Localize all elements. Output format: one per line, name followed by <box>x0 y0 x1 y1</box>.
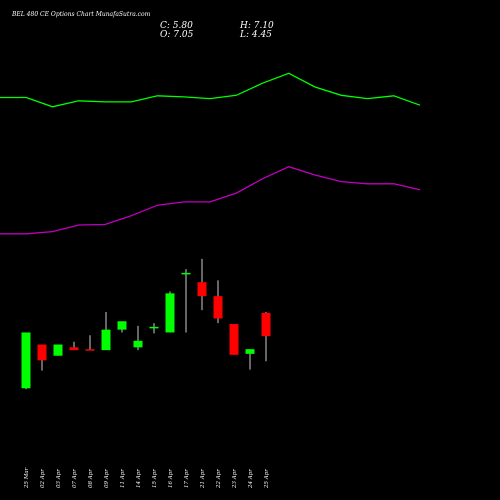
x-tick-label: 22 Apr <box>216 469 222 489</box>
x-tick-label: 08 Apr <box>88 469 94 488</box>
candle-body <box>117 321 127 330</box>
close-label: C: 5.80 <box>160 21 193 31</box>
candle-body <box>37 344 47 361</box>
candle-body <box>245 349 255 354</box>
candle-body <box>101 329 111 351</box>
x-tick-label: 07 Apr <box>72 469 78 488</box>
candle-body <box>69 347 79 351</box>
x-tick-label: 17 Apr <box>184 469 190 488</box>
x-tick-label: 24 Apr <box>248 469 254 489</box>
x-tick-label: 02 Apr <box>40 469 46 488</box>
x-tick-label: 23 Apr <box>232 469 238 489</box>
high-label: H: 7.10 <box>239 21 274 31</box>
x-tick-label: 21 Apr <box>200 469 206 489</box>
candle-body <box>229 324 239 355</box>
x-tick-label: 09 Apr <box>104 469 110 488</box>
candle-body <box>133 340 143 348</box>
lower-band-line <box>0 166 421 235</box>
candle-body <box>165 293 175 333</box>
x-tick-label: 16 Apr <box>168 469 174 488</box>
x-tick-label: 25 Mar <box>24 467 30 489</box>
x-tick-label: 14 Apr <box>136 469 142 488</box>
x-tick-label: 15 Apr <box>152 469 158 488</box>
candle-body <box>197 282 207 297</box>
x-tick-label: 03 Apr <box>56 469 62 488</box>
open-label: O: 7.05 <box>160 30 194 40</box>
x-axis-ticks: 25 Mar 02 Apr 03 Apr 07 Apr 08 Apr 09 Apr 11 A… <box>24 467 270 489</box>
candle-body <box>261 312 271 337</box>
low-label: L: 4.45 <box>239 30 272 40</box>
x-tick-label: 25 Apr <box>264 469 270 489</box>
candle-body <box>53 344 63 356</box>
candle-body <box>213 296 223 319</box>
candle-body <box>149 326 159 329</box>
candle-body <box>21 332 31 389</box>
upper-band-line <box>0 72 421 108</box>
chart-title: BEL 480 CE Options Chart MunafaSutra.com <box>11 11 151 18</box>
candle-body <box>181 272 191 275</box>
candles <box>21 258 271 390</box>
candle-body <box>85 349 95 351</box>
indicator-bands <box>0 72 421 235</box>
x-tick-label: 11 Apr <box>120 469 126 488</box>
